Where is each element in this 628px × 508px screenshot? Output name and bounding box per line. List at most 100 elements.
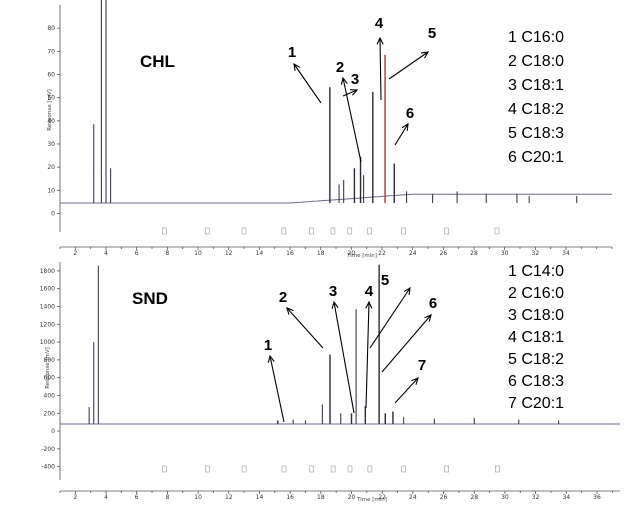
legend-entry: 5 C18:2 <box>508 351 564 368</box>
y-tick-label: 0 <box>51 210 55 217</box>
y-tick-label: 0 <box>51 428 55 435</box>
x-tick-label: 4 <box>104 250 108 257</box>
x-tick-label: 18 <box>317 250 325 257</box>
peak-number-label: 2 <box>336 59 344 76</box>
chl-event-markers <box>162 227 500 235</box>
peak-number-label: 5 <box>428 25 436 42</box>
peak-arrow <box>381 314 432 373</box>
y-tick-label: 200 <box>44 410 56 417</box>
peak-arrow <box>333 301 355 414</box>
event-marker <box>401 465 406 473</box>
peak-arrowhead <box>401 122 409 132</box>
event-marker <box>330 465 336 473</box>
legend-entry: 3 C18:0 <box>508 307 564 324</box>
panel-label-snd: SND <box>132 289 168 308</box>
peak-arrowhead <box>340 76 348 85</box>
x-tick-label: 34 <box>562 250 570 257</box>
event-marker <box>309 227 314 235</box>
legend-entry: 2 C18:0 <box>508 53 564 70</box>
x-tick-label: 8 <box>165 250 169 257</box>
peak-arrowhead <box>403 286 411 296</box>
x-tick-label: 22 <box>378 494 386 501</box>
legend-entry: 6 C20:1 <box>508 149 564 166</box>
x-tick-label: 28 <box>470 494 478 501</box>
x-tick-label: 34 <box>562 494 570 501</box>
event-marker <box>241 227 247 235</box>
x-ticks-snd: 2 4 6 8 10 12 14 16 18 20 22 24 26 28 30 32 34 36 <box>59 491 613 501</box>
legend-entry: 2 C16:0 <box>508 285 564 302</box>
legend-entry: 7 C20:1 <box>508 395 564 412</box>
x-tick-label: 14 <box>256 494 264 501</box>
y-ticks-snd: -400 -200 0 200 400 600 800 1000 1200 1400 1600 180… <box>40 268 60 471</box>
y-tick-label: 800 <box>44 357 56 364</box>
x-tick-label: 32 <box>532 494 540 501</box>
x-tick-label: 26 <box>440 494 448 501</box>
legend-chl: 1 C16:0 2 C18:0 3 C18:1 4 C18:2 5 C18:3 6 C20… <box>508 29 564 166</box>
legend-entry: 3 C18:1 <box>508 77 564 94</box>
peak-number-label: 2 <box>279 289 287 306</box>
peak-arrowhead <box>286 307 294 315</box>
peak-number-label: 3 <box>329 283 337 300</box>
event-marker <box>494 227 500 235</box>
legend-entry: 1 C16:0 <box>508 29 564 46</box>
peak-arrow <box>342 77 362 163</box>
x-tick-label: 6 <box>135 250 139 257</box>
y-tick-label: 20 <box>47 164 55 171</box>
x-axis-title-snd: Time [min] <box>356 497 387 503</box>
peak-arrowhead <box>420 51 430 59</box>
y-tick-label: 80 <box>47 25 55 32</box>
legend-entry: 4 C18:2 <box>508 101 564 118</box>
peak-arrow <box>286 307 324 349</box>
y-tick-label: 1400 <box>40 303 55 310</box>
peak-number-label: 6 <box>429 295 437 312</box>
y-tick-label: -200 <box>41 446 55 453</box>
legend-entry: 4 C18:1 <box>508 329 564 346</box>
peak-arrowhead <box>331 300 339 309</box>
x-tick-label: 18 <box>317 494 325 501</box>
y-tick-label: 50 <box>47 95 55 102</box>
event-marker <box>367 227 372 235</box>
y-tick-label: 70 <box>47 48 55 55</box>
x-tick-label: 16 <box>286 494 294 501</box>
y-tick-label: 1200 <box>40 321 55 328</box>
chl-trace-baseline <box>60 193 612 204</box>
y-tick-label: 400 <box>44 392 56 399</box>
event-marker <box>347 465 353 473</box>
peak-number-label: 6 <box>406 105 414 122</box>
peak-arrow <box>388 51 429 80</box>
peak-number-label: 3 <box>351 71 359 88</box>
peak-arrowhead <box>424 314 432 322</box>
snd-chromatogram-panel: -400 -200 0 200 400 600 800 1000 1200 1400 1600 180… <box>40 262 620 503</box>
peak-number-label: 4 <box>365 283 374 300</box>
snd-peak-spikes <box>88 264 560 424</box>
peak-arrow <box>369 287 411 349</box>
peak-arrowhead <box>267 354 275 363</box>
x-tick-label: 10 <box>194 494 202 501</box>
x-tick-label: 24 <box>409 250 417 257</box>
y-tick-label: 10 <box>47 187 55 194</box>
peak-number-label: 4 <box>375 15 384 32</box>
x-ticks-chl: 2 4 6 8 10 12 14 16 18 20 22 24 26 28 30 32 34 <box>59 247 613 257</box>
peak-number-label: 1 <box>264 337 272 354</box>
peak-arrow <box>394 123 409 146</box>
y-tick-label: 30 <box>47 141 55 148</box>
peak-arrowhead <box>411 377 419 385</box>
event-marker <box>367 465 373 473</box>
x-tick-label: 2 <box>73 250 77 257</box>
event-marker <box>495 465 500 473</box>
x-tick-label: 36 <box>593 494 601 501</box>
x-tick-label: 20 <box>348 494 356 501</box>
event-marker <box>204 227 210 235</box>
event-marker <box>347 227 353 235</box>
event-marker <box>444 465 449 473</box>
event-marker <box>401 227 406 235</box>
y-ticks-chl: 0 10 20 30 40 50 60 70 80 <box>47 25 60 217</box>
event-marker <box>162 227 167 235</box>
y-tick-label: 600 <box>44 375 56 382</box>
peak-arrow <box>269 355 285 423</box>
x-tick-label: 2 <box>73 494 77 501</box>
y-tick-label: -400 <box>41 464 55 471</box>
x-tick-label: 32 <box>532 250 540 257</box>
y-tick-label: 1000 <box>40 339 55 346</box>
